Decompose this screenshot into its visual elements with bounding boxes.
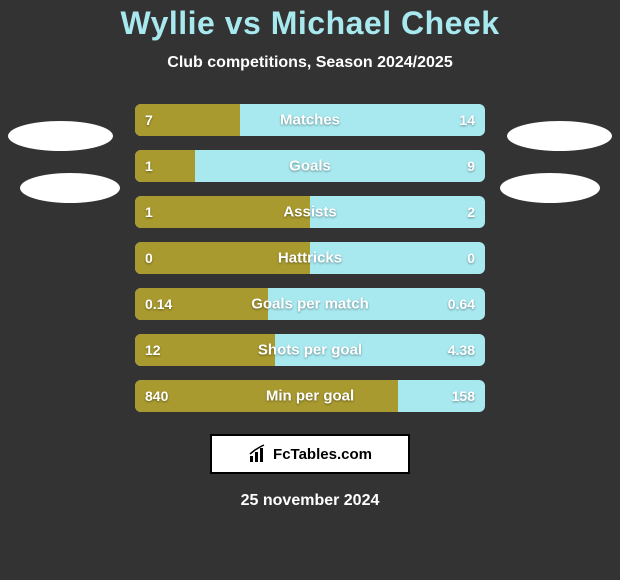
stat-left-value: 1: [145, 158, 153, 174]
stat-left-value: 840: [145, 388, 168, 404]
stat-right-value: 14: [459, 112, 475, 128]
page-title: Wyllie vs Michael Cheek: [0, 5, 620, 42]
stat-label: Min per goal: [266, 388, 354, 405]
player-left-avatar-1: [8, 121, 113, 151]
stat-right-value: 158: [452, 388, 475, 404]
stat-bar-hattricks: 0 0 Hattricks: [135, 242, 485, 274]
stat-right-value: 0: [467, 250, 475, 266]
stat-bar-left-fill: [135, 150, 195, 182]
stat-bar-assists: 1 2 Assists: [135, 196, 485, 228]
stat-left-value: 0: [145, 250, 153, 266]
stat-label: Goals per match: [251, 296, 369, 313]
stat-left-value: 12: [145, 342, 161, 358]
stat-label: Assists: [283, 204, 336, 221]
stat-right-value: 9: [467, 158, 475, 174]
player-right-avatar-1: [507, 121, 612, 151]
stat-bar-matches: 7 14 Matches: [135, 104, 485, 136]
date-text: 25 november 2024: [0, 492, 620, 510]
stats-bars: 714Matches19Goals12Assists00Hattricks0.1…: [135, 104, 485, 412]
player-left-avatar-2: [20, 173, 120, 203]
brand-chart-icon: [248, 444, 268, 464]
stat-right-value: 0.64: [448, 296, 475, 312]
brand-text: FcTables.com: [273, 446, 372, 463]
comparison-infographic: Wyllie vs Michael Cheek Club competition…: [0, 0, 620, 580]
stat-bar-goals: 1 9 Goals: [135, 150, 485, 182]
stat-left-value: 7: [145, 112, 153, 128]
stat-label: Shots per goal: [258, 342, 362, 359]
brand-box[interactable]: FcTables.com: [210, 434, 410, 474]
stat-right-value: 4.38: [448, 342, 475, 358]
stat-left-value: 1: [145, 204, 153, 220]
stat-right-value: 2: [467, 204, 475, 220]
stat-label: Matches: [280, 112, 340, 129]
stat-left-value: 0.14: [145, 296, 172, 312]
player-right-avatar-2: [500, 173, 600, 203]
stat-bar-min-per-goal: 840 158 Min per goal: [135, 380, 485, 412]
stat-label: Goals: [289, 158, 331, 175]
stat-bar-goals-per-match: 0.14 0.64 Goals per match: [135, 288, 485, 320]
subtitle: Club competitions, Season 2024/2025: [0, 54, 620, 72]
stat-label: Hattricks: [278, 250, 342, 267]
stat-bar-shots-per-goal: 12 4.38 Shots per goal: [135, 334, 485, 366]
